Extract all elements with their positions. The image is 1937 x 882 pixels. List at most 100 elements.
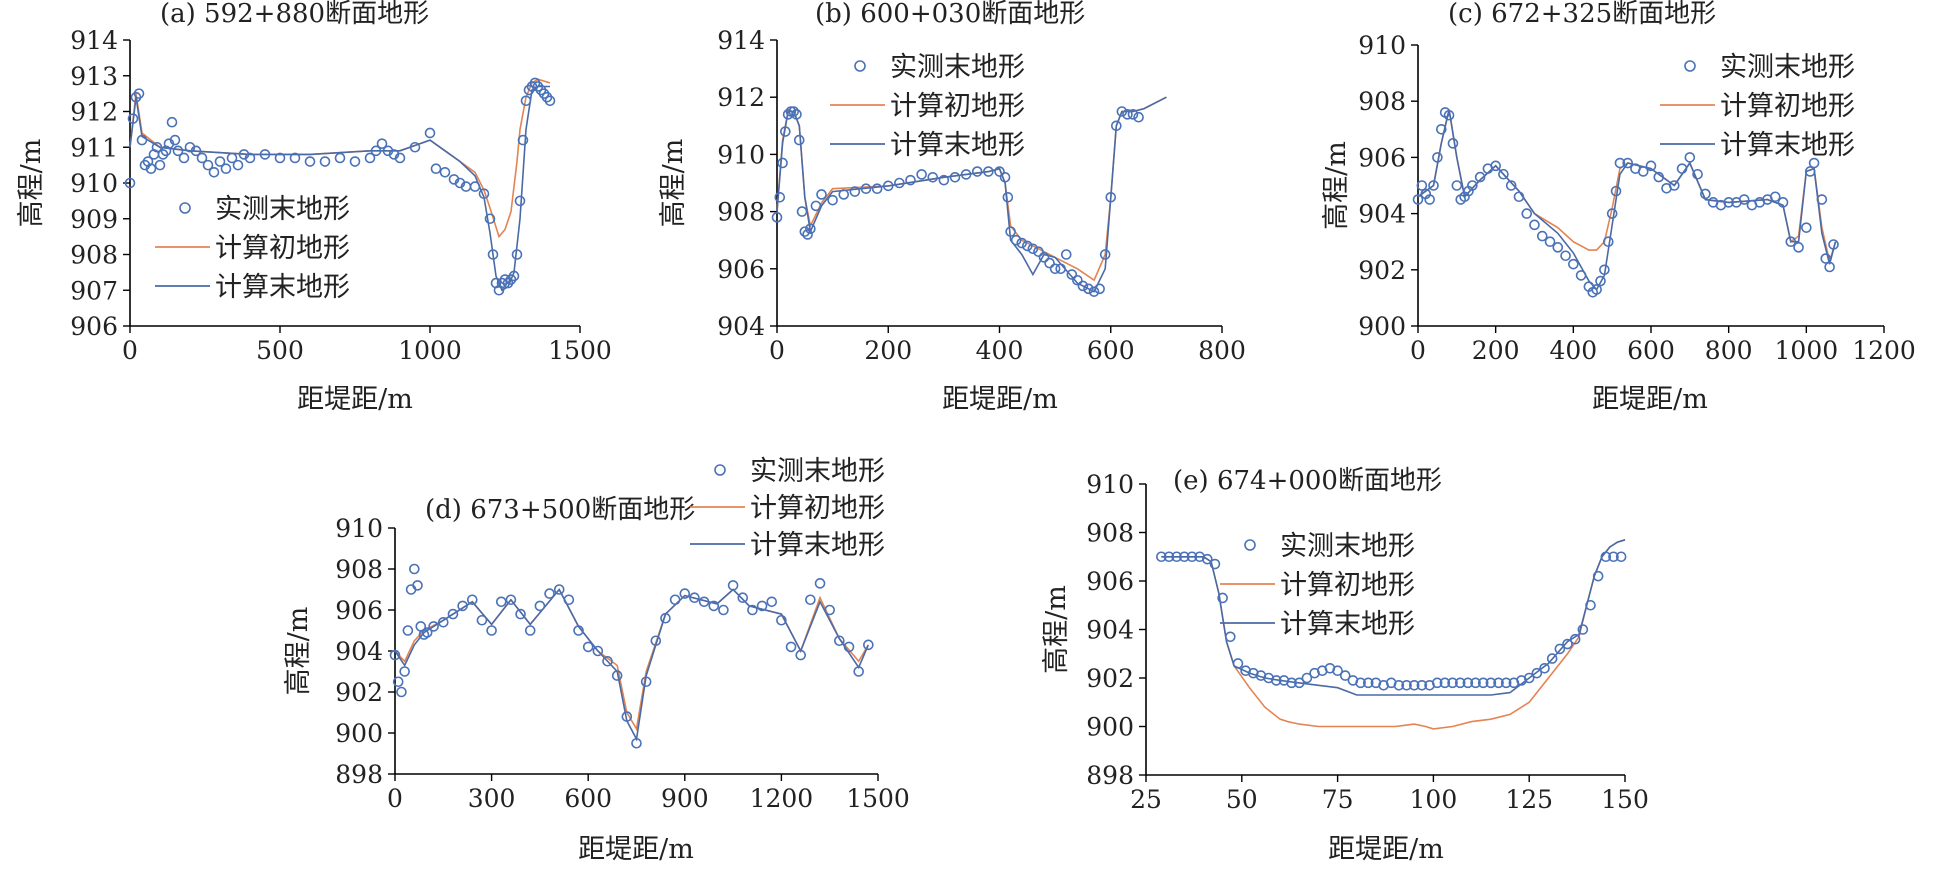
y-tick-label: 910 [70,169,118,198]
measured-point [849,186,861,197]
panel-e: 25 50 75 100 125 150 898 900 902 904 906 908 910 (e) … [1041,466,1649,865]
y-tick-label: 906 [717,255,765,284]
y-axis-label: 高程/m [1321,141,1352,230]
y-tick-label: 902 [335,678,383,707]
measured-point [621,711,633,722]
measured-point [1569,633,1581,645]
x-axis-label: 距堤距/m [578,834,694,865]
measured-point [133,88,145,99]
measured-point [1546,653,1558,664]
legend-label-measured: 实测末地形 [1720,52,1855,83]
measured-point [1432,152,1443,163]
measured-point [402,625,414,636]
measured-point [151,141,163,153]
measured-point [1016,237,1028,249]
measured-point [1163,551,1175,563]
measured-point [1615,551,1627,563]
series-line-final-terrain [129,85,550,292]
measured-point [376,138,388,149]
measured-point [1513,191,1525,203]
measured-point [796,206,808,217]
measured-point [484,213,496,225]
measured-point [534,600,546,612]
chart-title: (d) 673+500断面地形 [425,495,695,525]
measured-point [553,584,565,595]
measured-point [1595,275,1606,287]
measured-point [1225,631,1236,643]
measured-point [1066,269,1078,280]
measured-point [1793,242,1804,253]
series-line-initial-terrain [776,96,1167,282]
measured-point [1692,168,1703,180]
measured-point [226,152,238,164]
x-tick-label: 1000 [1775,336,1839,365]
measured-point [1606,208,1618,219]
measured-point [1060,249,1072,260]
y-tick-label: 908 [1358,87,1406,116]
legend-label-final: 计算末地形 [750,530,885,561]
y-tick-label: 908 [335,555,383,584]
measured-point [1500,677,1512,689]
measured-point [805,594,816,606]
measured-point [1443,109,1455,121]
legend-label-measured: 实测末地形 [215,194,350,225]
y-tick-label: 904 [1086,616,1134,645]
measured-point [370,145,382,157]
x-tick-label: 0 [387,784,403,813]
measured-point [771,212,783,223]
x-tick-label: 600 [564,784,612,813]
y-axis-label: 高程/m [16,139,47,228]
measured-point [802,229,813,240]
chart-title: (b) 600+030断面地形 [815,0,1085,29]
x-axis-label: 距堤距/m [942,384,1058,415]
measured-point [971,166,983,177]
measured-point [1301,672,1313,684]
measured-point [737,592,749,604]
measured-point [424,127,436,139]
measured-point [1099,249,1111,260]
measured-point [871,183,883,195]
measured-point [476,614,488,626]
x-tick-label: 1500 [846,784,910,813]
y-tick-label: 912 [70,98,118,127]
measured-point [999,171,1011,183]
measured-point [544,588,555,599]
measured-point [1232,658,1244,669]
measured-point [394,152,406,164]
measured-point [766,596,778,608]
measured-point [1599,264,1610,276]
measured-point [1270,675,1282,686]
measured-point [949,171,961,183]
y-tick-label: 900 [1358,312,1406,341]
y-tick-label: 906 [1086,567,1134,596]
measured-point [1088,286,1100,297]
measured-point [1038,252,1050,263]
measured-point [1209,558,1221,570]
measured-point [1217,592,1228,604]
y-tick-label: 906 [335,596,383,625]
measured-point [1828,239,1839,250]
y-axis-label: 高程/m [1041,585,1072,674]
measured-point [894,177,905,189]
legend-label-measured: 实测末地形 [1280,531,1415,562]
y-tick-label: 908 [717,198,765,227]
measured-point [1608,551,1619,563]
measured-point [843,641,855,653]
measured-point [166,116,178,128]
measured-point [447,608,459,620]
measured-point [793,134,805,146]
measured-point [1645,160,1657,172]
x-tick-label: 400 [976,336,1024,365]
measured-point [1539,662,1550,674]
measured-point [1072,274,1083,286]
y-tick-label: 908 [1086,519,1134,548]
legend-marker-measured [714,464,726,476]
measured-point [1477,677,1489,689]
measured-point [1785,236,1797,247]
measured-point [1575,270,1587,281]
x-axis-label: 距堤距/m [297,384,413,415]
